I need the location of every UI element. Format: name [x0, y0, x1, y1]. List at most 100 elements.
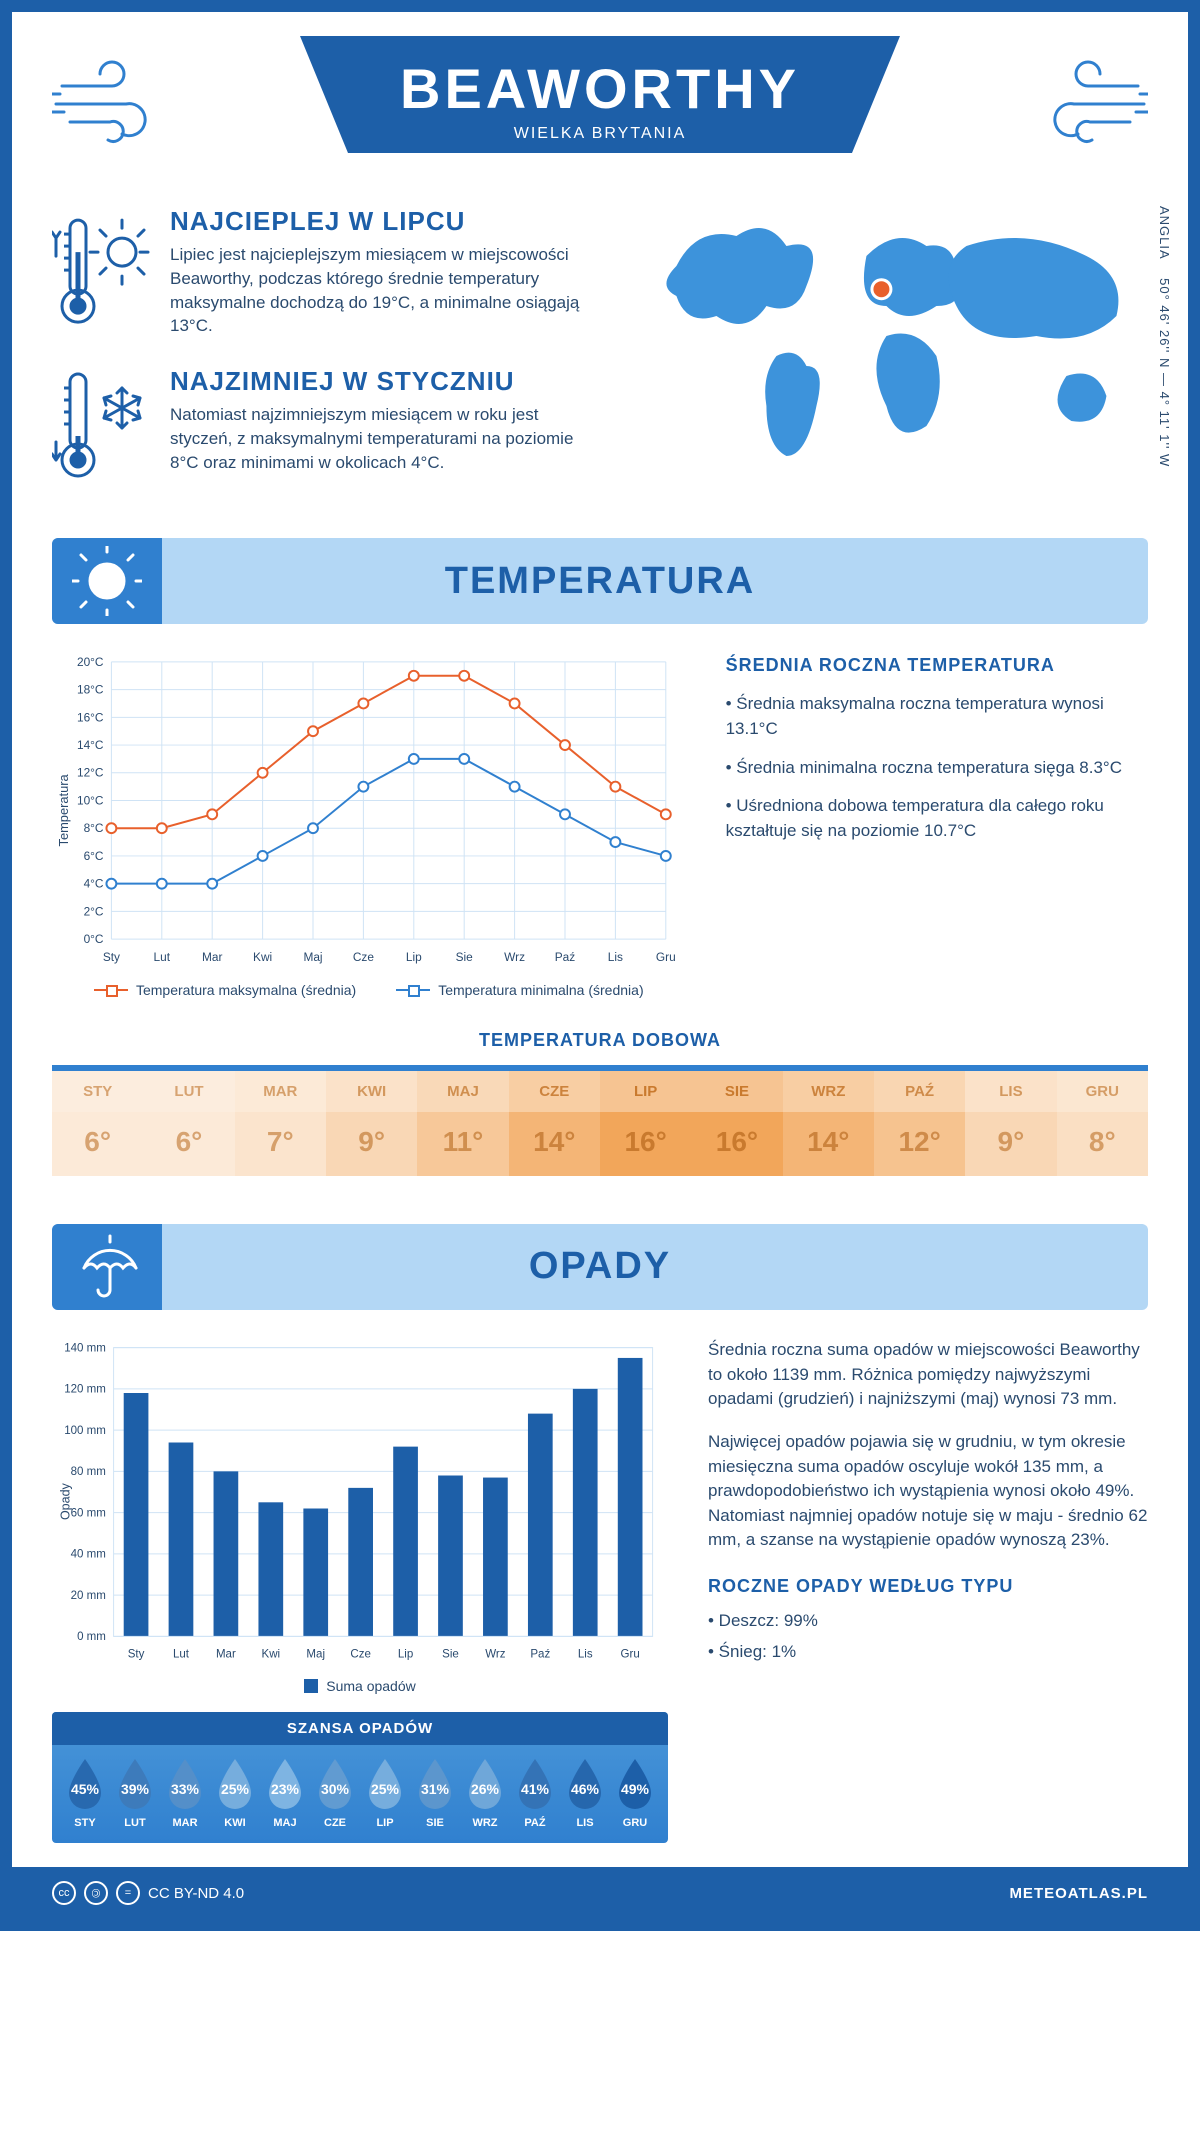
- svg-text:16°C: 16°C: [77, 710, 104, 724]
- fact-title: NAJCIEPLEJ W LIPCU: [170, 206, 605, 237]
- chance-month: SIE: [410, 1817, 460, 1829]
- daily-month: PAŹ: [874, 1071, 965, 1112]
- svg-text:Kwi: Kwi: [262, 1649, 281, 1661]
- chance-month: CZE: [310, 1817, 360, 1829]
- raindrop-icon: 49%: [613, 1757, 657, 1813]
- site-name: METEOATLAS.PL: [1009, 1885, 1148, 1902]
- svg-text:20 mm: 20 mm: [71, 1590, 106, 1602]
- chance-value: 25%: [213, 1781, 257, 1797]
- daily-value: 14°: [783, 1112, 874, 1176]
- svg-text:Sie: Sie: [456, 950, 474, 964]
- svg-text:60 mm: 60 mm: [71, 1507, 106, 1519]
- daily-month: SIE: [691, 1071, 782, 1112]
- fact-title: NAJZIMNIEJ W STYCZNIU: [170, 366, 605, 397]
- daily-month: CZE: [509, 1071, 600, 1112]
- fact-content: NAJCIEPLEJ W LIPCU Lipiec jest najcieple…: [170, 206, 605, 338]
- daily-value: 16°: [691, 1112, 782, 1176]
- daily-value: 9°: [326, 1112, 417, 1176]
- country-subtitle: WIELKA BRYTANIA: [400, 125, 800, 143]
- svg-text:120 mm: 120 mm: [64, 1384, 106, 1396]
- city-title: BEAWORTHY: [400, 56, 800, 121]
- svg-text:Opady: Opady: [58, 1482, 72, 1520]
- svg-text:10°C: 10°C: [77, 794, 104, 808]
- fact-text: Lipiec jest najcieplejszym miesiącem w m…: [170, 243, 605, 338]
- daily-month: MAJ: [417, 1071, 508, 1112]
- chance-cell: 39% LUT: [110, 1757, 160, 1829]
- chance-box: SZANSA OPADÓW 45% STY 39% LUT 33% MAR 25…: [52, 1712, 668, 1843]
- chance-month: LIP: [360, 1817, 410, 1829]
- license-block: cc 🄯 = CC BY-ND 4.0: [52, 1881, 244, 1905]
- bytype-item: • Śnieg: 1%: [708, 1640, 1148, 1665]
- raindrop-icon: 26%: [463, 1757, 507, 1813]
- svg-text:140 mm: 140 mm: [64, 1342, 106, 1354]
- chance-title: SZANSA OPADÓW: [52, 1712, 668, 1745]
- chance-value: 45%: [63, 1781, 107, 1797]
- svg-text:Lip: Lip: [398, 1649, 413, 1661]
- svg-text:Temperatura: Temperatura: [56, 774, 71, 847]
- chance-month: WRZ: [460, 1817, 510, 1829]
- chance-month: LIS: [560, 1817, 610, 1829]
- daily-value: 6°: [143, 1112, 234, 1176]
- svg-text:Kwi: Kwi: [253, 950, 272, 964]
- daily-month: KWI: [326, 1071, 417, 1112]
- svg-text:Sie: Sie: [442, 1649, 459, 1661]
- precip-left: 0 mm20 mm40 mm60 mm80 mm100 mm120 mm140 …: [52, 1338, 668, 1843]
- svg-text:0°C: 0°C: [84, 932, 104, 946]
- daily-cell: LUT 6°: [143, 1071, 234, 1176]
- legend-item: Suma opadów: [304, 1678, 416, 1694]
- world-map-icon: [645, 206, 1148, 466]
- chance-value: 23%: [263, 1781, 307, 1797]
- daily-month: GRU: [1057, 1071, 1148, 1112]
- chance-value: 33%: [163, 1781, 207, 1797]
- section-title: OPADY: [529, 1245, 671, 1288]
- chance-cell: 30% CZE: [310, 1757, 360, 1829]
- daily-month: LIS: [965, 1071, 1056, 1112]
- sun-icon: [72, 546, 142, 616]
- by-icon: 🄯: [84, 1881, 108, 1905]
- header: BEAWORTHY WIELKA BRYTANIA: [52, 36, 1148, 186]
- precip-p2: Najwięcej opadów pojawia się w grudniu, …: [708, 1430, 1148, 1553]
- chance-value: 31%: [413, 1781, 457, 1797]
- svg-text:0 mm: 0 mm: [77, 1631, 106, 1643]
- daily-cell: PAŹ 12°: [874, 1071, 965, 1176]
- svg-text:Lut: Lut: [173, 1649, 190, 1661]
- fact-warmest: NAJCIEPLEJ W LIPCU Lipiec jest najcieple…: [52, 206, 605, 338]
- precip-p1: Średnia roczna suma opadów w miejscowośc…: [708, 1338, 1148, 1412]
- temperature-stats: ŚREDNIA ROCZNA TEMPERATURA • Średnia mak…: [726, 652, 1148, 998]
- daily-cell: KWI 9°: [326, 1071, 417, 1176]
- svg-text:Maj: Maj: [303, 950, 322, 964]
- section-title: TEMPERATURA: [445, 560, 756, 603]
- thermometer-sun-icon: [52, 206, 152, 338]
- chance-cell: 25% LIP: [360, 1757, 410, 1829]
- daily-value: 9°: [965, 1112, 1056, 1176]
- svg-text:Cze: Cze: [350, 1649, 371, 1661]
- daily-temp-title: TEMPERATURA DOBOWA: [52, 1030, 1148, 1051]
- svg-text:Maj: Maj: [306, 1649, 325, 1661]
- daily-month: MAR: [235, 1071, 326, 1112]
- chance-cell: 31% SIE: [410, 1757, 460, 1829]
- raindrop-icon: 25%: [213, 1757, 257, 1813]
- chance-month: PAŹ: [510, 1817, 560, 1829]
- raindrop-icon: 39%: [113, 1757, 157, 1813]
- chance-month: KWI: [210, 1817, 260, 1829]
- raindrop-icon: 31%: [413, 1757, 457, 1813]
- chart-legend: Temperatura maksymalna (średnia) Tempera…: [52, 982, 686, 998]
- daily-value: 12°: [874, 1112, 965, 1176]
- svg-text:Sty: Sty: [103, 950, 120, 964]
- license-text: CC BY-ND 4.0: [148, 1885, 244, 1902]
- daily-cell: MAR 7°: [235, 1071, 326, 1176]
- stats-bullet: • Uśredniona dobowa temperatura dla całe…: [726, 794, 1148, 843]
- legend-label: Temperatura maksymalna (średnia): [136, 982, 356, 998]
- daily-cell: CZE 14°: [509, 1071, 600, 1176]
- legend-label: Suma opadów: [326, 1678, 416, 1694]
- svg-text:6°C: 6°C: [84, 849, 104, 863]
- cc-icon: cc: [52, 1881, 76, 1905]
- legend-item: Temperatura minimalna (średnia): [396, 982, 643, 998]
- chance-row: 45% STY 39% LUT 33% MAR 25% KWI 23% MAJ: [52, 1745, 668, 1833]
- nd-icon: =: [116, 1881, 140, 1905]
- daily-month: STY: [52, 1071, 143, 1112]
- fact-content: NAJZIMNIEJ W STYCZNIU Natomiast najzimni…: [170, 366, 605, 486]
- daily-cell: MAJ 11°: [417, 1071, 508, 1176]
- legend-item: Temperatura maksymalna (średnia): [94, 982, 356, 998]
- title-banner: BEAWORTHY WIELKA BRYTANIA: [300, 36, 900, 153]
